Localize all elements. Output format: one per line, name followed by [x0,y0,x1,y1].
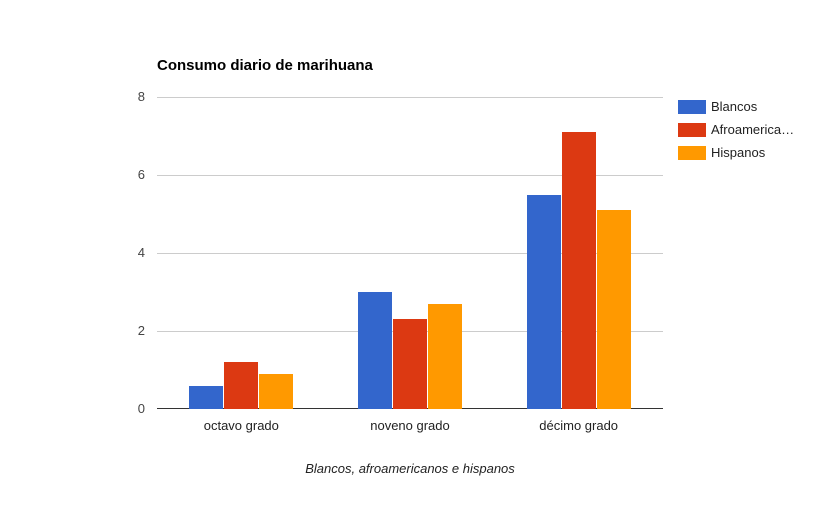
bar-hispanos-1[interactable] [428,303,462,409]
legend-item-afroamericanos[interactable]: Afroamerica… [678,118,794,141]
bar-hispanos-2[interactable] [596,210,631,409]
bar-blancos-0[interactable] [189,385,224,409]
gridline [157,253,663,254]
bar-blancos-2[interactable] [526,194,561,409]
legend-swatch [678,99,706,114]
bar-afroamericanos-2[interactable] [561,132,596,409]
legend-label: Hispanos [711,145,766,160]
y-tick-label: 8 [137,89,145,104]
legend-swatch [678,145,706,160]
legend-label: Blancos [711,99,758,114]
legend-item-hispanos[interactable]: Hispanos [678,141,794,164]
gridline [157,97,663,98]
legend-label: Afroamerica… [711,122,795,137]
y-tick-label: 6 [137,167,145,182]
plot-area [157,97,663,409]
legend: Blancos Afroamerica… Hispanos [678,95,794,164]
legend-swatch [678,122,706,137]
y-tick-label: 0 [137,401,145,416]
bar-blancos-1[interactable] [358,292,392,409]
bar-hispanos-0[interactable] [259,373,294,409]
y-tick-label: 4 [137,245,145,260]
y-tick-label: 2 [137,323,145,338]
x-tick-label: noveno grado [370,418,450,433]
gridline [157,175,663,176]
x-tick-label: octavo grado [203,418,279,433]
x-tick-label: décimo grado [539,418,619,433]
bar-afroamericanos-1[interactable] [393,319,427,409]
legend-item-blancos[interactable]: Blancos [678,95,794,118]
x-axis-label: Blancos, afroamericanos e hispanos [305,461,515,476]
chart-title: Consumo diario de marihuana [157,57,373,74]
bar-afroamericanos-0[interactable] [224,362,259,409]
